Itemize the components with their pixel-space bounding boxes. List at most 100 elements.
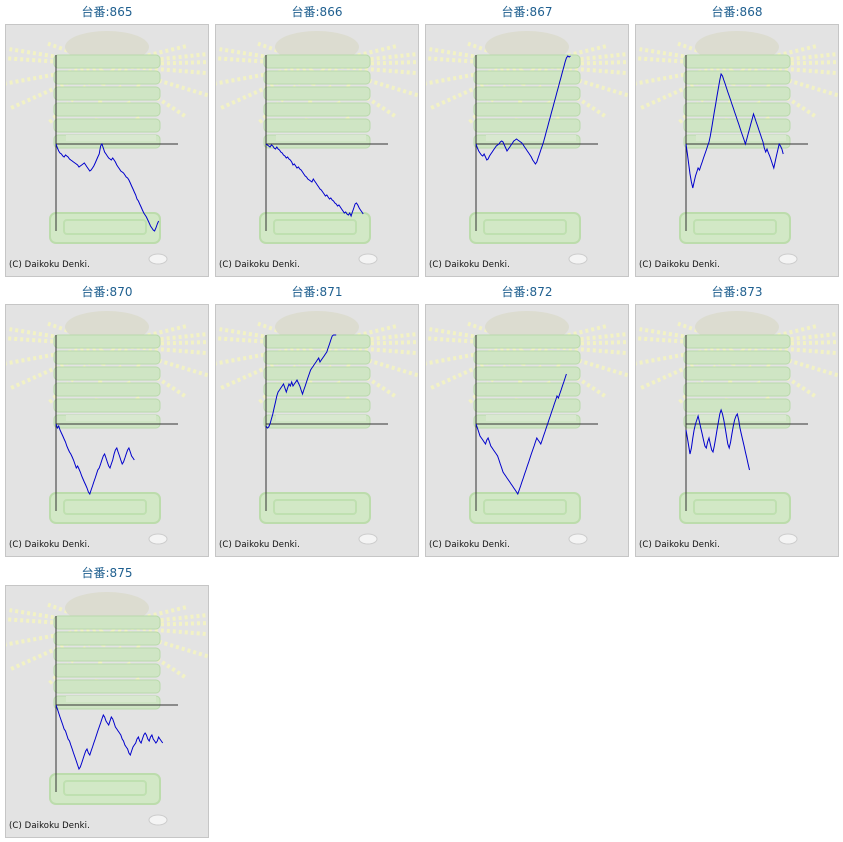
tray-layer bbox=[53, 679, 161, 694]
machine-number-link[interactable]: 台番:873 bbox=[711, 285, 763, 299]
slump-graph-panel[interactable]: (C) Daikoku Denki. bbox=[215, 304, 419, 557]
slump-line-chart bbox=[55, 335, 178, 511]
tray-layer bbox=[683, 54, 791, 69]
ray-decoration bbox=[426, 343, 528, 366]
slump-graph-panel[interactable]: (C) Daikoku Denki. bbox=[215, 24, 419, 277]
tray-layer bbox=[473, 398, 581, 413]
machine-number-link[interactable]: 台番:871 bbox=[291, 285, 343, 299]
ray-decoration bbox=[315, 63, 398, 119]
tray-layer bbox=[53, 663, 161, 678]
ray-decoration bbox=[6, 343, 108, 366]
tray-base bbox=[66, 696, 156, 702]
machine-number-link[interactable]: 台番:868 bbox=[711, 5, 763, 19]
tray-layer bbox=[683, 350, 791, 365]
ray-decoration bbox=[6, 624, 108, 647]
machine-number-link[interactable]: 台番:870 bbox=[81, 285, 133, 299]
tray-layer bbox=[683, 382, 791, 397]
tray-layer bbox=[473, 70, 581, 85]
tray-layer bbox=[473, 382, 581, 397]
decorative-background-art bbox=[6, 311, 208, 545]
machine-tile: 台番:865 (C) Daikoku Denki. bbox=[5, 2, 209, 277]
decorative-background-art bbox=[216, 31, 418, 265]
box-inner bbox=[693, 499, 777, 515]
tray-layer bbox=[53, 631, 161, 646]
tray-layer bbox=[263, 70, 371, 85]
box-inner bbox=[483, 219, 567, 235]
ray-decoration bbox=[105, 343, 188, 399]
slump-line-chart bbox=[265, 55, 388, 231]
decorative-background-art bbox=[636, 31, 838, 265]
ray-decoration bbox=[6, 63, 108, 86]
coin-illustration bbox=[148, 253, 168, 265]
slump-line-chart bbox=[685, 335, 808, 511]
tray-layer bbox=[53, 86, 161, 101]
tray-layer bbox=[263, 102, 371, 117]
coin-illustration bbox=[568, 253, 588, 265]
coin-illustration bbox=[778, 253, 798, 265]
slump-graph-panel[interactable]: (C) Daikoku Denki. bbox=[5, 24, 209, 277]
tray-layer bbox=[53, 334, 161, 349]
tray-base bbox=[486, 415, 576, 421]
slump-series-line bbox=[475, 373, 567, 496]
copyright-text: (C) Daikoku Denki. bbox=[639, 260, 720, 270]
machine-tile: 台番:871 (C) Daikoku Denki. bbox=[215, 282, 419, 557]
tray-base bbox=[276, 135, 366, 141]
tray-layer bbox=[473, 334, 581, 349]
decorative-background-art bbox=[426, 311, 628, 545]
machine-tile: 台番:866 (C) Daikoku Denki. bbox=[215, 2, 419, 277]
tray-layer bbox=[473, 366, 581, 381]
decorative-background-art bbox=[426, 31, 628, 265]
tray-layer bbox=[473, 86, 581, 101]
coin-illustration bbox=[148, 814, 168, 826]
copyright-text: (C) Daikoku Denki. bbox=[9, 821, 90, 831]
tray-base bbox=[486, 135, 576, 141]
tray-layer bbox=[683, 334, 791, 349]
copyright-text: (C) Daikoku Denki. bbox=[219, 260, 300, 270]
box-inner bbox=[483, 499, 567, 515]
slump-graph-panel[interactable]: (C) Daikoku Denki. bbox=[635, 24, 839, 277]
slump-series-line bbox=[55, 142, 160, 232]
tray-layer bbox=[263, 366, 371, 381]
box-inner bbox=[693, 219, 777, 235]
copyright-text: (C) Daikoku Denki. bbox=[9, 260, 90, 270]
machine-tile: 台番:872 (C) Daikoku Denki. bbox=[425, 282, 629, 557]
ray-decoration bbox=[216, 343, 318, 366]
tray-layer bbox=[263, 118, 371, 133]
tray-layer bbox=[263, 86, 371, 101]
slump-graph-panel[interactable]: (C) Daikoku Denki. bbox=[5, 585, 209, 838]
tray-layer bbox=[53, 615, 161, 630]
machine-number-link[interactable]: 台番:867 bbox=[501, 5, 553, 19]
box-inner bbox=[63, 780, 147, 796]
tray-base bbox=[696, 415, 786, 421]
tray-base bbox=[696, 135, 786, 141]
slump-graph-panel[interactable]: (C) Daikoku Denki. bbox=[635, 304, 839, 557]
slump-series-line bbox=[265, 143, 364, 218]
tray-layer bbox=[473, 350, 581, 365]
machine-number-link[interactable]: 台番:872 bbox=[501, 285, 553, 299]
slump-line-chart bbox=[475, 335, 598, 511]
slump-graph-panel[interactable]: (C) Daikoku Denki. bbox=[5, 304, 209, 557]
copyright-text: (C) Daikoku Denki. bbox=[639, 540, 720, 550]
box-inner bbox=[273, 499, 357, 515]
machine-number-link[interactable]: 台番:866 bbox=[291, 5, 343, 19]
box-inner bbox=[63, 219, 147, 235]
ray-decoration bbox=[735, 343, 818, 399]
machine-number-link[interactable]: 台番:865 bbox=[81, 5, 133, 19]
copyright-text: (C) Daikoku Denki. bbox=[429, 260, 510, 270]
slump-graph-panel[interactable]: (C) Daikoku Denki. bbox=[425, 24, 629, 277]
machine-number-link[interactable]: 台番:875 bbox=[81, 566, 133, 580]
coin-illustration bbox=[358, 533, 378, 545]
tray-layer bbox=[473, 118, 581, 133]
tray-layer bbox=[53, 102, 161, 117]
slump-series-line bbox=[55, 704, 164, 771]
tray-base bbox=[276, 415, 366, 421]
slump-line-chart bbox=[55, 55, 178, 232]
slump-graph-panel[interactable]: (C) Daikoku Denki. bbox=[425, 304, 629, 557]
decorative-background-art bbox=[6, 31, 208, 265]
ray-decoration bbox=[525, 63, 608, 119]
ray-decoration bbox=[426, 63, 528, 86]
box-inner bbox=[63, 499, 147, 515]
coin-illustration bbox=[778, 533, 798, 545]
slump-line-chart bbox=[685, 55, 808, 231]
tray-layer bbox=[53, 366, 161, 381]
